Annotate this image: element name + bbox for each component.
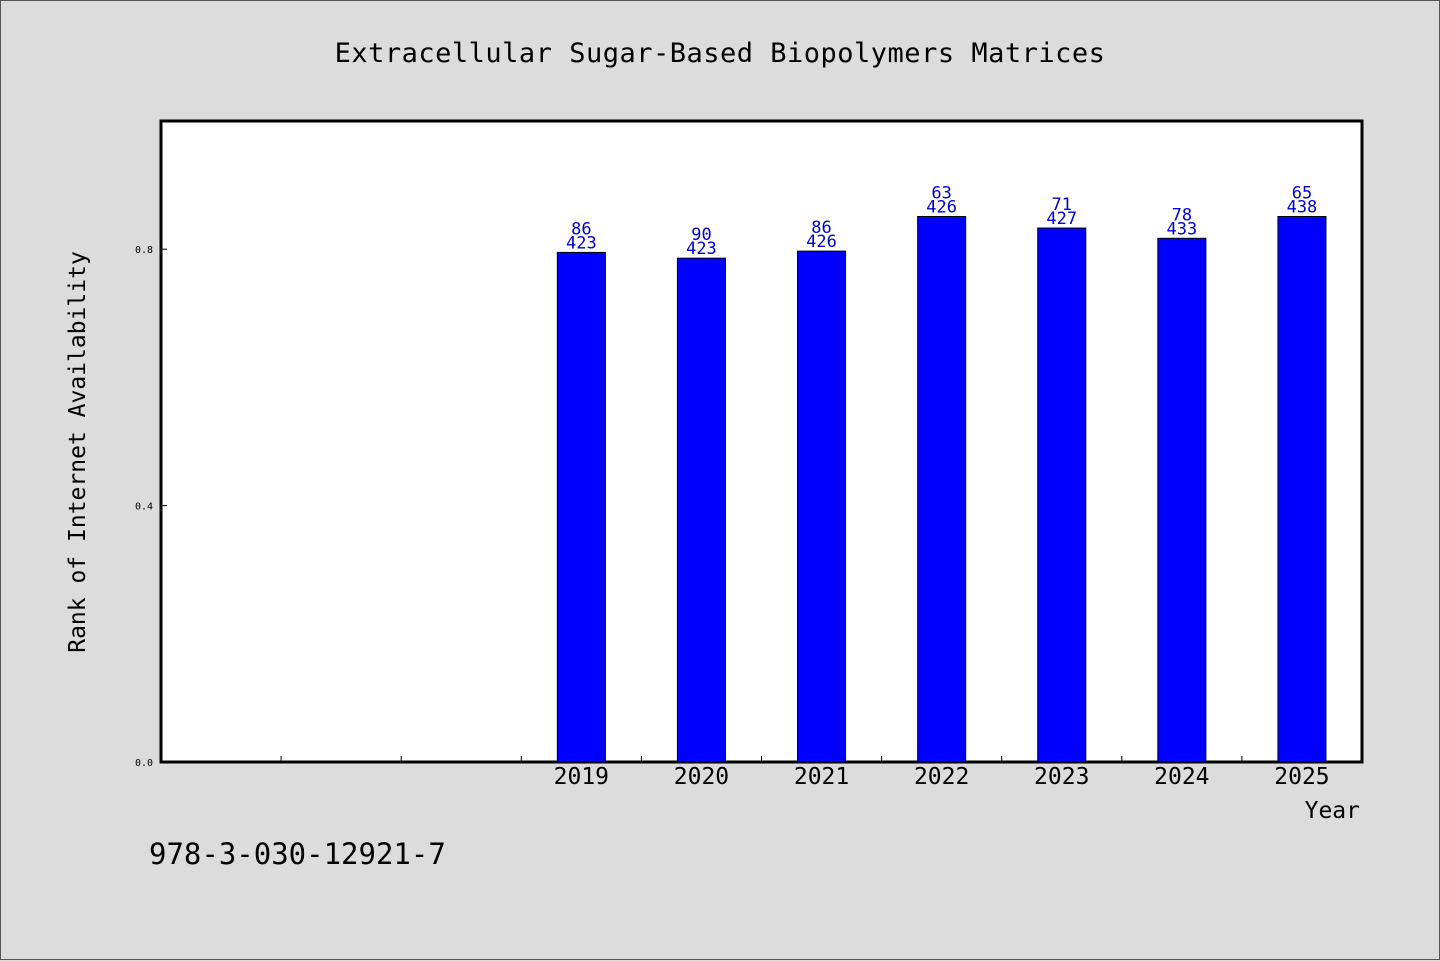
bar-label-bottom: 423 (686, 239, 717, 259)
chart-title: Extracellular Sugar-Based Biopolymers Ma… (335, 38, 1106, 69)
bar-label-bottom: 438 (1287, 198, 1318, 218)
y-axis: 0.0 0.4 0.8 (135, 245, 167, 769)
x-tick-label: 2019 (554, 764, 609, 790)
bar-label-top: 71 (1052, 195, 1072, 215)
bar-label-bottom: 426 (926, 198, 957, 218)
bar-label-top: 90 (691, 225, 711, 245)
x-tick-label: 2020 (674, 764, 729, 790)
bar (797, 250, 847, 763)
bar-label-top: 63 (931, 184, 951, 204)
bar-label-top: 86 (811, 218, 831, 238)
x-axis-label: Year (1305, 798, 1360, 824)
bar-label-top: 65 (1292, 184, 1312, 204)
x-tick-label: 2025 (1274, 764, 1329, 790)
bar-label-bottom: 426 (806, 232, 837, 252)
bar (1037, 227, 1087, 763)
x-tick-label: 2023 (1034, 764, 1089, 790)
bar (676, 257, 726, 763)
bar (1277, 216, 1327, 763)
x-tick-label: 2022 (914, 764, 969, 790)
y-tick-label: 0.4 (135, 502, 153, 513)
bar-label-bottom: 423 (566, 233, 597, 253)
bar-label-bottom: 427 (1046, 209, 1077, 229)
bar-label-top: 78 (1172, 205, 1192, 225)
bar (556, 251, 606, 763)
y-axis-label: Rank of Internet Availability (65, 251, 91, 653)
y-tick-label: 0.8 (135, 245, 153, 256)
x-axis: 2019 2020 2021 2022 2023 2024 2025 (280, 756, 1330, 790)
bar-label-bottom: 433 (1166, 219, 1197, 239)
x-tick-label: 2021 (794, 764, 849, 790)
x-tick-label: 2024 (1154, 764, 1209, 790)
isbn-text: 978-3-030-12921-7 (149, 837, 446, 871)
bar-label-top: 86 (571, 219, 591, 239)
bar (917, 216, 967, 763)
y-tick-label: 0.0 (135, 758, 153, 769)
bar (1157, 237, 1207, 763)
